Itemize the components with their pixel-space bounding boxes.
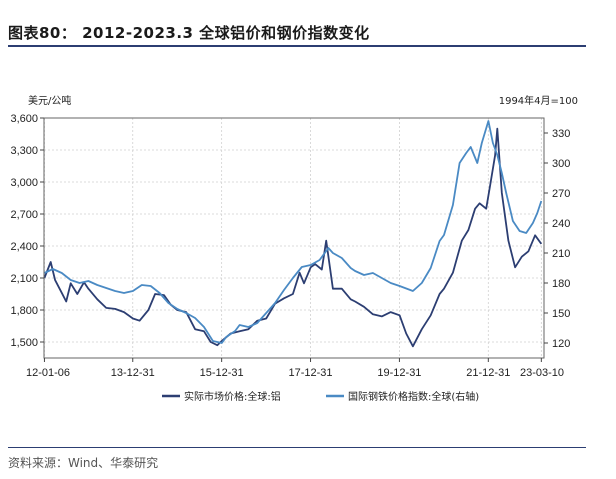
x-tick-label: 19-12-31 — [377, 367, 421, 379]
left-tick-label: 1,800 — [10, 305, 38, 317]
legend-label-aluminum: 实际市场价格:全球:铝 — [184, 390, 281, 403]
series-line-steel — [44, 120, 543, 344]
series-line-aluminum — [43, 127, 543, 348]
x-tick-label: 21-12-31 — [466, 367, 510, 379]
legend: 实际市场价格:全球:铝 国际钢铁价格指数:全球(右轴) — [162, 390, 479, 403]
plot-frame — [43, 117, 545, 359]
x-tick-label: 17-12-31 — [289, 367, 333, 379]
right-tick-label: 150 — [552, 308, 570, 320]
axes: 美元/公吨 1994年4月=100 1,500 1,800 2,100 2,400 2,… — [10, 94, 578, 379]
right-tick-label: 210 — [552, 248, 570, 260]
figure-title: 图表80： 2012-2023.3 全球铝价和钢价指数变化 — [8, 24, 370, 42]
source-rule — [8, 447, 586, 448]
left-tick-label: 1,500 — [10, 337, 38, 349]
x-tick-label: 23-03-10 — [520, 367, 564, 379]
grid-lines — [44, 117, 544, 358]
series-lines — [43, 120, 543, 348]
left-tick-label: 3,300 — [10, 145, 38, 157]
legend-label-steel: 国际钢铁价格指数:全球(右轴) — [348, 390, 479, 403]
left-tick-label: 2,100 — [10, 273, 38, 285]
right-tick-label: 240 — [552, 218, 570, 230]
right-tick-label: 270 — [552, 188, 570, 200]
x-tick-label: 12-01-06 — [26, 367, 70, 379]
x-tick-label: 13-12-31 — [111, 367, 155, 379]
left-tick-label: 3,000 — [10, 177, 38, 189]
left-axis-title: 美元/公吨 — [28, 94, 71, 107]
x-tick-label: 15-12-31 — [200, 367, 244, 379]
left-tick-label: 2,700 — [10, 209, 38, 221]
right-tick-label: 120 — [552, 338, 570, 350]
right-tick-label: 300 — [552, 158, 570, 170]
right-tick-label: 330 — [552, 128, 570, 140]
right-tick-label: 180 — [552, 278, 570, 290]
left-tick-label: 2,400 — [10, 241, 38, 253]
title-rule — [8, 45, 586, 47]
right-axis-title: 1994年4月=100 — [499, 94, 578, 107]
plot-area-border — [43, 117, 545, 359]
source-note: 资料来源：Wind、华泰研究 — [8, 456, 159, 470]
left-tick-label: 3,600 — [10, 113, 38, 125]
